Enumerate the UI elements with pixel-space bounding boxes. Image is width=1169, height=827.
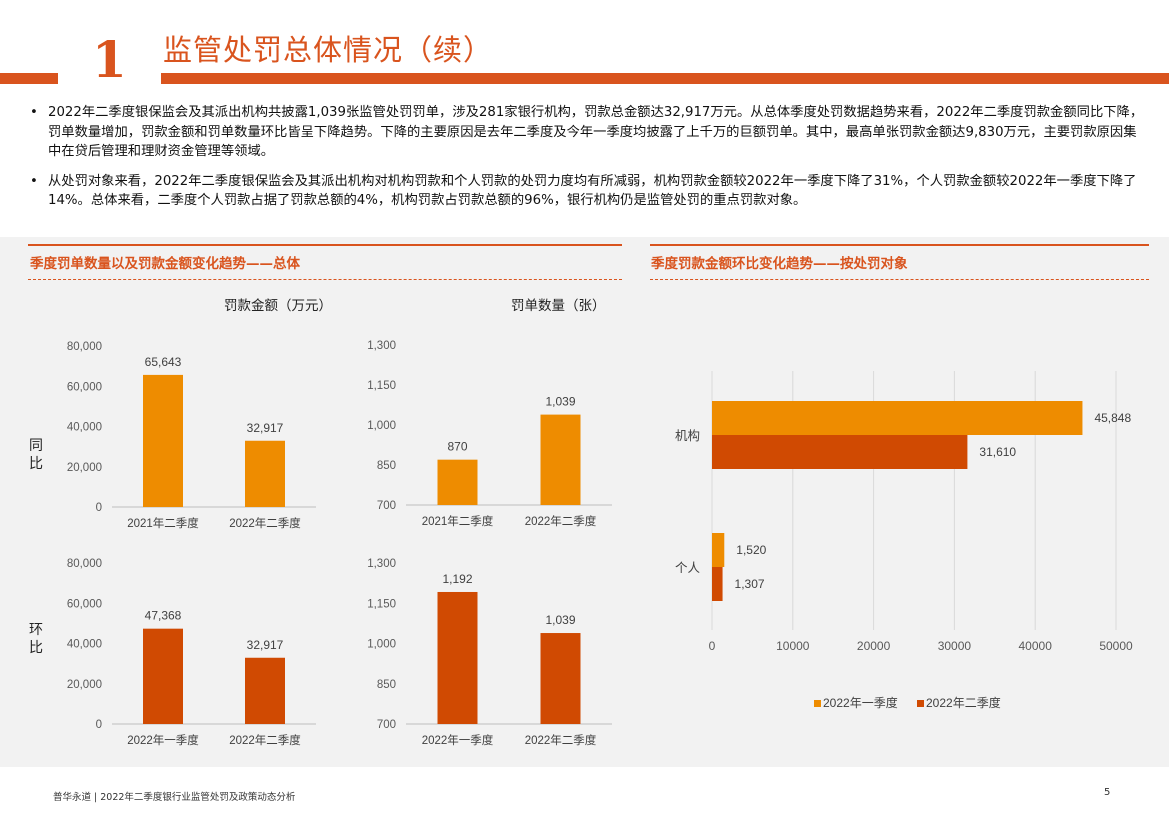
y-tick-label: 1,150 — [367, 380, 396, 392]
left-section-rule — [28, 244, 622, 246]
bullet-item: 从处罚对象来看，2022年二季度银保监会及其派出机构对机构罚款和个人罚款的处罚力… — [28, 172, 1148, 211]
y-tick-label: 1,300 — [367, 340, 396, 352]
bar — [712, 401, 1083, 435]
y-tick-label: 1,000 — [367, 420, 396, 432]
x-tick-label: 2022年二季度 — [525, 514, 597, 528]
y-tick-label: 1,300 — [367, 558, 396, 570]
y-tick-label: 60,000 — [67, 598, 102, 610]
y-tick-label: 0 — [96, 719, 102, 731]
category-label: 机构 — [675, 428, 700, 443]
data-label: 1,192 — [442, 572, 472, 586]
y-tick-label: 850 — [377, 679, 396, 691]
legend-swatch — [917, 700, 924, 707]
bar — [245, 440, 285, 507]
right-section-title: 季度罚款金额环比变化趋势——按处罚对象 — [651, 256, 908, 272]
data-label: 1,039 — [545, 613, 575, 627]
bar — [712, 435, 968, 469]
amount-column-heading: 罚款金额（万元） — [224, 298, 332, 314]
x-tick-label: 0 — [709, 639, 716, 653]
count-column-heading: 罚单数量（张） — [511, 298, 606, 314]
bar — [143, 628, 183, 724]
section-number: 1 — [92, 30, 127, 89]
x-tick-label: 30000 — [938, 639, 972, 653]
y-tick-label: 0 — [96, 502, 102, 514]
legend-swatch — [814, 700, 821, 707]
bar — [712, 567, 723, 601]
y-tick-label: 80,000 — [67, 341, 102, 353]
data-label: 1,307 — [735, 577, 765, 591]
row-label-yoy: 同比 — [29, 438, 43, 472]
data-label: 47,368 — [145, 609, 182, 623]
y-tick-label: 40,000 — [67, 422, 102, 434]
bar — [540, 414, 581, 505]
x-tick-label: 2022年二季度 — [229, 733, 301, 747]
y-tick-label: 1,000 — [367, 639, 396, 651]
x-tick-label: 2021年二季度 — [127, 516, 199, 530]
data-label: 65,643 — [145, 355, 182, 369]
y-tick-label: 850 — [377, 460, 396, 472]
x-tick-label: 40000 — [1019, 639, 1053, 653]
legend-label: 2022年一季度 — [823, 695, 898, 710]
page-number: 5 — [1104, 787, 1111, 798]
bar — [245, 657, 285, 724]
bar — [712, 533, 725, 567]
y-tick-label: 700 — [377, 500, 396, 512]
y-tick-label: 700 — [377, 719, 396, 731]
legend-label: 2022年二季度 — [926, 695, 1001, 710]
y-tick-label: 1,150 — [367, 598, 396, 610]
left-section-title: 季度罚单数量以及罚款金额变化趋势——总体 — [30, 256, 300, 272]
row-label-qoq: 环比 — [29, 622, 43, 656]
x-tick-label: 2022年一季度 — [127, 733, 199, 747]
x-tick-label: 10000 — [776, 639, 810, 653]
bar — [437, 591, 478, 724]
x-tick-label: 50000 — [1099, 639, 1133, 653]
data-label: 1,039 — [545, 395, 575, 409]
header-accent-bar-right — [161, 73, 1169, 84]
category-label: 个人 — [675, 561, 701, 575]
x-tick-label: 20000 — [857, 639, 891, 653]
right-section-dashed-rule — [650, 279, 1149, 280]
x-tick-label: 2022年二季度 — [525, 733, 597, 747]
y-tick-label: 80,000 — [67, 558, 102, 570]
x-tick-label: 2022年一季度 — [422, 733, 494, 747]
data-label: 45,848 — [1094, 411, 1131, 425]
summary-bullets: 2022年二季度银保监会及其派出机构共披露1,039张监管处罚罚单，涉及281家… — [28, 103, 1148, 221]
x-tick-label: 2022年二季度 — [229, 516, 301, 530]
data-label: 32,917 — [247, 638, 284, 652]
header-accent-bar-left — [0, 73, 58, 84]
data-label: 31,610 — [979, 445, 1016, 459]
y-tick-label: 20,000 — [67, 679, 102, 691]
bar — [143, 374, 183, 507]
page-title: 监管处罚总体情况（续） — [163, 33, 494, 67]
chart-panel — [0, 237, 1169, 767]
data-label: 32,917 — [247, 421, 284, 435]
bar — [437, 459, 478, 505]
bar — [540, 633, 581, 724]
y-tick-label: 60,000 — [67, 381, 102, 393]
left-section-dashed-rule — [28, 279, 622, 280]
data-label: 870 — [447, 440, 467, 454]
y-tick-label: 20,000 — [67, 462, 102, 474]
bullet-item: 2022年二季度银保监会及其派出机构共披露1,039张监管处罚罚单，涉及281家… — [28, 103, 1148, 162]
right-section-rule — [650, 244, 1149, 246]
y-tick-label: 40,000 — [67, 639, 102, 651]
footer-text: 普华永道 | 2022年二季度银行业监管处罚及政策动态分析 — [53, 792, 296, 803]
data-label: 1,520 — [736, 543, 766, 557]
x-tick-label: 2021年二季度 — [422, 514, 494, 528]
